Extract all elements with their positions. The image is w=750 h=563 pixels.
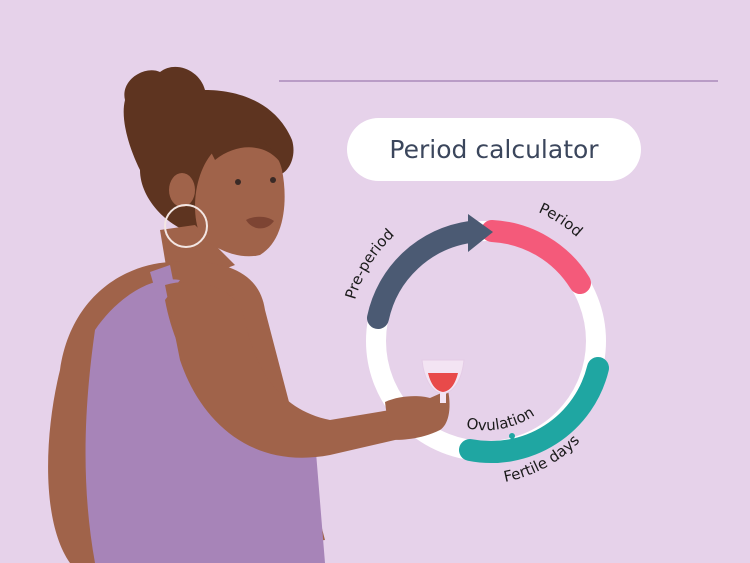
ear [169, 173, 195, 207]
dress [85, 279, 325, 563]
pre-period-arc [367, 221, 481, 329]
page-title: Period calculator [389, 135, 599, 164]
period-arc [481, 220, 591, 294]
title-pill: Period calculator [347, 118, 641, 181]
hair [123, 66, 294, 235]
fertile-arc [459, 357, 609, 463]
arrow-head-icon [468, 214, 493, 252]
menstrual-cup-icon [421, 359, 465, 403]
lips [246, 216, 274, 229]
arm [165, 281, 395, 458]
label-period: Period [536, 199, 586, 240]
woman-figure [48, 66, 450, 563]
hoop-earring [164, 204, 208, 248]
ovulation-dot [509, 433, 515, 439]
eye [270, 177, 276, 183]
eye [235, 179, 241, 185]
label-ovulation: Ovulation [465, 403, 537, 434]
hand [385, 390, 450, 440]
